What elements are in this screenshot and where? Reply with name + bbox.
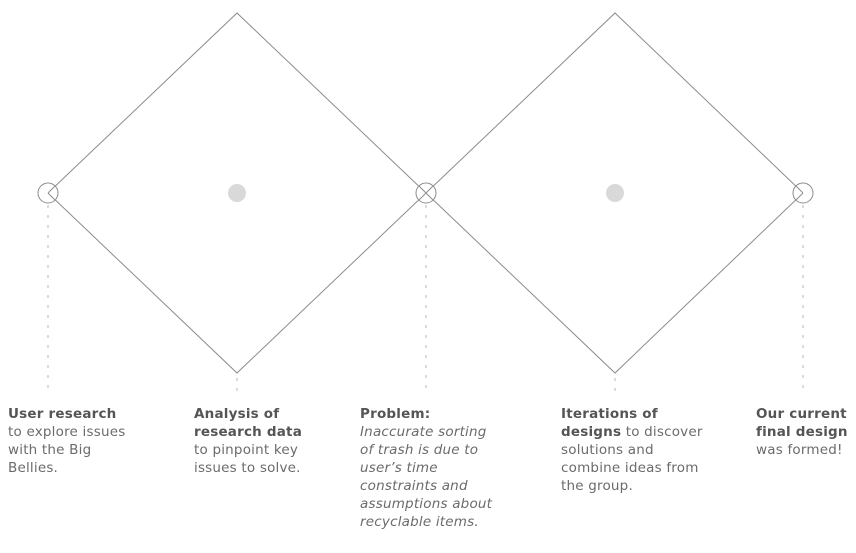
stage-title: User research bbox=[8, 406, 117, 422]
stage-text: to discover solutions and combine ideas … bbox=[561, 424, 703, 494]
stage-text: Inaccurate sorting of trash is due to us… bbox=[360, 424, 493, 530]
stage-caption-iterations: Iterations of designs to discover soluti… bbox=[561, 405, 711, 495]
stage-caption-problem: Problem: Inaccurate sorting of trash is d… bbox=[360, 405, 500, 531]
stage-text: to pinpoint key issues to solve. bbox=[194, 442, 301, 476]
stage-title: Our current final design bbox=[756, 406, 848, 440]
stage-title: Problem: bbox=[360, 406, 431, 422]
node-end-mark-2 bbox=[795, 192, 804, 201]
stage-title: Iterations of designs bbox=[561, 406, 658, 440]
stage-text: to explore issues with the Big Bellies. bbox=[8, 424, 126, 476]
node-start-mark-2 bbox=[47, 192, 56, 201]
stage-caption-user-research: User research to explore issues with the… bbox=[8, 405, 133, 477]
center-dot-left bbox=[228, 184, 246, 202]
center-dot-right bbox=[606, 184, 624, 202]
stage-caption-final-design: Our current final design was formed! bbox=[756, 405, 856, 459]
stage-title: Analysis of research data bbox=[194, 406, 303, 440]
stage-caption-analysis: Analysis of research data to pinpoint ke… bbox=[194, 405, 319, 477]
stage-text: was formed! bbox=[756, 442, 843, 458]
node-end-mark-1 bbox=[795, 185, 804, 194]
node-middle-mark-2 bbox=[418, 185, 434, 201]
node-start-mark-1 bbox=[47, 185, 56, 194]
